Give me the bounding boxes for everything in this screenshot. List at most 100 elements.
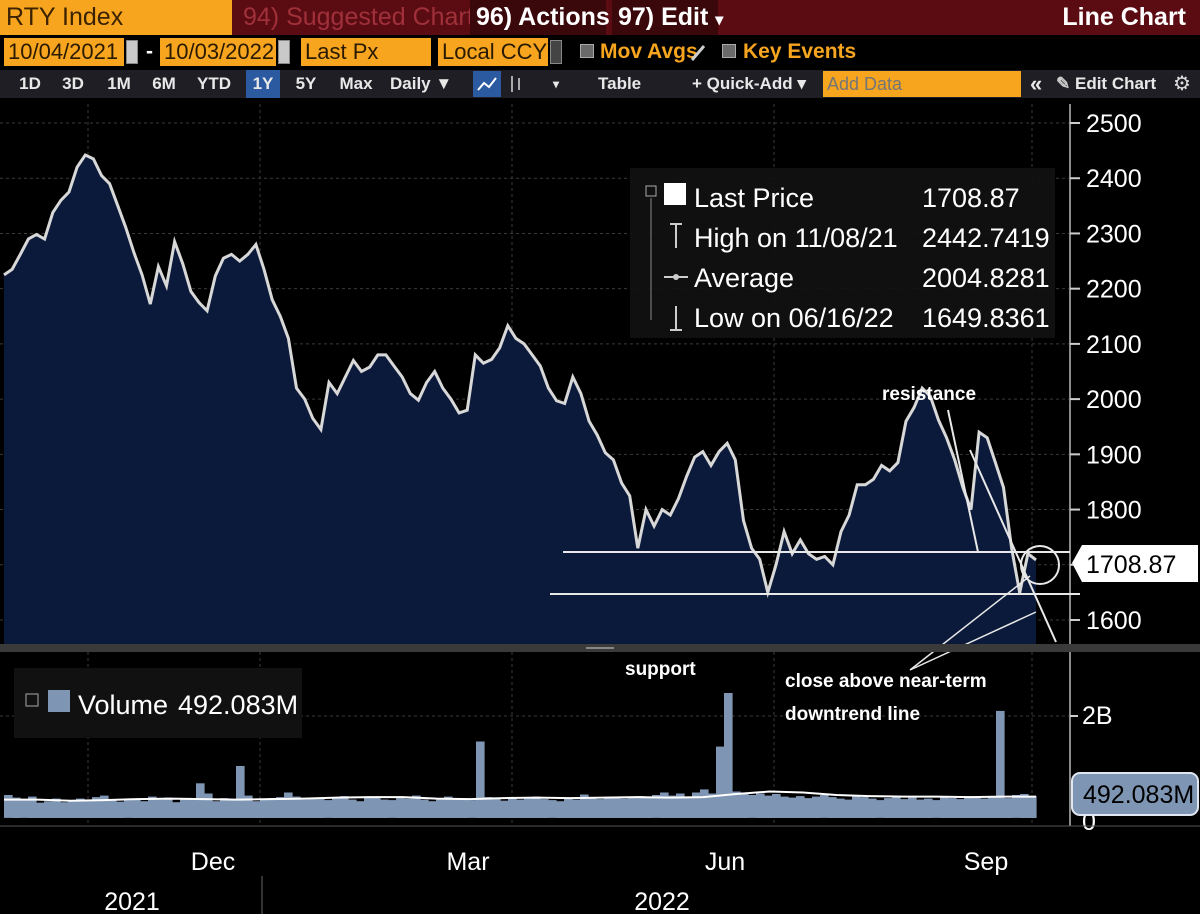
currency-dropdown[interactable]	[550, 40, 562, 64]
period-button-ytd[interactable]: YTD	[197, 74, 231, 93]
volume-bar	[724, 693, 733, 818]
volume-bar	[116, 801, 125, 818]
volume-bar	[836, 798, 845, 818]
period-button-6m[interactable]: 6M	[152, 74, 176, 93]
volume-bar	[188, 799, 197, 818]
pencil-icon: ✎	[1056, 74, 1071, 93]
volume-bar	[212, 801, 221, 818]
volume-bar	[84, 799, 93, 818]
date-to-field[interactable]: 10/03/2022	[160, 38, 276, 66]
add-data-input[interactable]	[823, 71, 1021, 97]
volume-collapse-icon[interactable]	[25, 693, 39, 707]
volume-bar	[396, 798, 405, 818]
volume-bar	[348, 799, 357, 818]
period-button-1y[interactable]: 1Y	[246, 70, 280, 98]
volume-bar	[108, 799, 117, 818]
date-to-stepper[interactable]	[278, 40, 290, 64]
legend-low-label: Low on 06/16/22	[694, 303, 894, 333]
field-select[interactable]: Last Px	[301, 38, 431, 66]
volume-bar	[156, 799, 165, 818]
volume-bar	[60, 802, 69, 818]
period-button-1d[interactable]: 1D	[19, 74, 41, 93]
annotation-resistance: resistance	[882, 384, 976, 405]
volume-bar	[252, 801, 261, 818]
period-button-1m[interactable]: 1M	[107, 74, 131, 93]
volume-bar	[508, 797, 517, 818]
volume-bar	[132, 798, 141, 818]
downtrend-line	[969, 449, 1057, 643]
volume-bar	[900, 799, 909, 818]
date-from-field[interactable]: 10/04/2021	[4, 38, 124, 66]
volume-bar	[916, 799, 925, 818]
resistance-pointer-line	[947, 409, 979, 553]
edit-chart-button[interactable]: ✎ Edit Chart	[1056, 70, 1156, 98]
breakout-circle	[1020, 545, 1060, 585]
volume-bar	[876, 800, 885, 818]
volume-bar	[892, 796, 901, 818]
candlestick-icon[interactable]	[508, 74, 524, 94]
volume-bar	[404, 798, 413, 818]
suggested-charts-menu[interactable]: 94) Suggested Charts	[243, 3, 487, 31]
period-button-max[interactable]: Max	[339, 74, 373, 93]
volume-bar	[100, 795, 109, 818]
volume-bar	[452, 798, 461, 818]
volume-bar	[36, 802, 45, 818]
legend-high-label: High on 11/08/21	[694, 223, 898, 253]
volume-bar	[756, 793, 765, 818]
ticker-field[interactable]: RTY Index	[0, 0, 232, 35]
volume-bar	[812, 796, 821, 818]
x-year-label: 2021	[104, 888, 160, 914]
chart-options-dropdown[interactable]: ▾	[553, 77, 560, 91]
line-chart-icon[interactable]	[473, 71, 501, 97]
edit-menu[interactable]: 97) Edit ▾	[612, 0, 723, 35]
volume-bar	[940, 797, 949, 818]
price-tick-label: 1800	[1086, 497, 1142, 525]
actions-menu[interactable]: 96) Actions ▾	[470, 0, 625, 35]
volume-bar	[164, 797, 173, 818]
volume-bar	[924, 798, 933, 818]
annotation-support: support	[625, 659, 696, 680]
volume-bar	[932, 800, 941, 818]
currency-select[interactable]: Local CCY	[438, 38, 548, 66]
mov-avgs-checkbox[interactable]	[580, 44, 594, 58]
quick-add-button[interactable]: + Quick-Add ▾	[692, 74, 806, 93]
gear-icon[interactable]: ⚙	[1173, 73, 1191, 95]
legend-low-value: 1649.8361	[922, 303, 1050, 333]
volume-bar	[972, 797, 981, 818]
volume-bar	[180, 798, 189, 818]
volume-bar	[492, 798, 501, 818]
legend-average-icon	[664, 274, 688, 280]
legend-high-value: 2442.7419	[922, 223, 1050, 253]
volume-bar	[92, 797, 101, 818]
volume-bar	[1020, 794, 1029, 818]
volume-bar	[844, 799, 853, 818]
legend-high-icon	[670, 223, 682, 248]
annotation-arrow-2	[909, 611, 1037, 671]
volume-bar	[636, 796, 645, 818]
volume-bar	[772, 794, 781, 818]
volume-bar	[244, 795, 253, 818]
volume-bar	[332, 798, 341, 818]
annotation-downtrend-1: close above near-term	[785, 671, 987, 692]
date-from-stepper[interactable]	[126, 40, 138, 64]
legend-collapse-icon[interactable]	[645, 185, 657, 197]
pencil-icon[interactable]	[688, 40, 708, 64]
volume-bar	[20, 800, 29, 818]
volume-bar	[516, 799, 525, 818]
mov-avgs-label: Mov Avgs	[600, 40, 698, 63]
key-events-checkbox[interactable]	[722, 44, 736, 58]
volume-bar	[1004, 798, 1013, 818]
volume-bar	[292, 796, 301, 818]
price-tick-label: 2400	[1086, 165, 1142, 193]
volume-bar	[148, 796, 157, 818]
table-button[interactable]: Table	[598, 74, 642, 93]
period-button-3d[interactable]: 3D	[62, 74, 84, 93]
volume-bar	[788, 797, 797, 818]
price-area-fill	[4, 155, 1036, 644]
volume-bar	[308, 797, 317, 818]
frequency-select[interactable]: Daily ▼	[390, 74, 453, 93]
volume-bar	[548, 800, 557, 818]
x-tick-label: Sep	[964, 848, 1008, 876]
collapse-icon[interactable]: «	[1030, 71, 1043, 96]
period-button-5y[interactable]: 5Y	[295, 74, 317, 93]
